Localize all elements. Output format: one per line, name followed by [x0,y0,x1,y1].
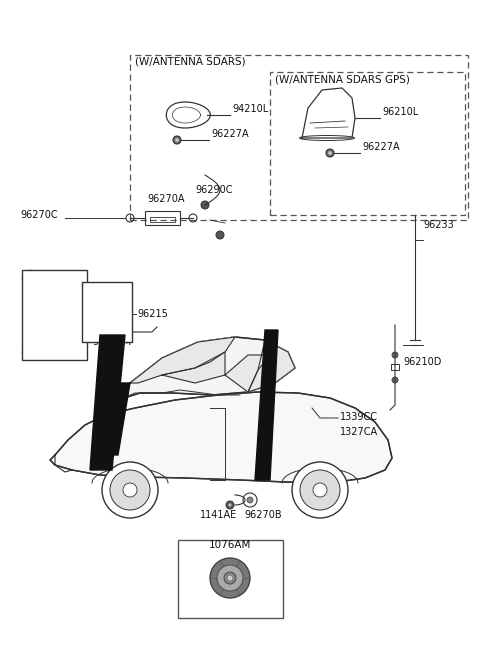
Text: 96210D: 96210D [403,357,442,367]
Polygon shape [108,337,295,408]
Circle shape [326,149,334,157]
Text: 96227A: 96227A [362,142,400,152]
Circle shape [328,151,332,155]
Text: 96270B: 96270B [244,510,282,520]
Polygon shape [90,335,125,470]
Circle shape [227,575,233,581]
Bar [82,282,132,342]
Text: 1141AE: 1141AE [200,510,237,520]
Polygon shape [162,352,225,383]
Text: 96227A: 96227A [211,129,249,139]
Text: 94210L: 94210L [232,104,268,114]
Polygon shape [108,383,130,455]
Bar [22,270,87,360]
Circle shape [247,497,253,503]
Circle shape [217,565,243,591]
Circle shape [201,201,209,209]
Text: 96290C: 96290C [195,185,232,195]
Polygon shape [225,355,270,392]
Text: 1327CA: 1327CA [340,427,378,437]
Circle shape [392,352,398,358]
Text: 1339CC: 1339CC [340,412,378,422]
Text: 96210M: 96210M [92,337,131,347]
Circle shape [216,231,224,239]
Circle shape [224,572,236,584]
Circle shape [300,470,340,510]
Circle shape [313,483,327,497]
Circle shape [102,462,158,518]
Circle shape [292,462,348,518]
Circle shape [392,377,398,383]
Circle shape [175,138,179,142]
Text: 96233: 96233 [423,220,454,230]
Circle shape [110,470,150,510]
Text: 96270C: 96270C [20,210,58,220]
Text: (W/ANTENNA SDARS GPS): (W/ANTENNA SDARS GPS) [275,74,410,84]
Text: 96210L: 96210L [382,107,418,117]
Text: 96270A: 96270A [147,194,184,204]
Circle shape [123,483,137,497]
Circle shape [29,342,35,348]
Circle shape [210,558,250,598]
Circle shape [173,136,181,144]
Bar [150,217,175,222]
Polygon shape [130,337,235,383]
Polygon shape [255,330,278,480]
Circle shape [29,292,35,298]
Circle shape [228,504,231,506]
Polygon shape [248,340,295,392]
Bar [145,211,180,225]
Bar [178,540,283,618]
Bar [92,283,104,290]
Polygon shape [50,392,392,483]
Bar [391,364,399,370]
Text: 1076AM: 1076AM [209,540,251,550]
Text: 96215: 96215 [137,309,168,319]
Text: (W/ANTENNA SDARS): (W/ANTENNA SDARS) [135,57,246,67]
Circle shape [226,501,234,509]
